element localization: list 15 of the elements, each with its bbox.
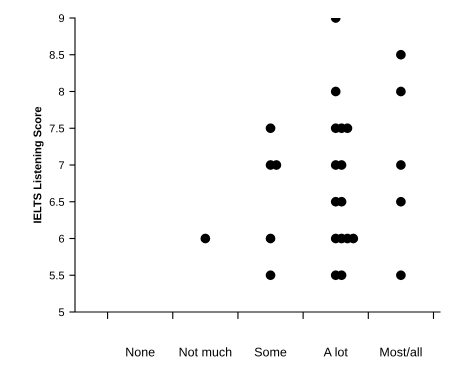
y-tick-label: 9 — [58, 14, 64, 22]
y-tick-label: 6 — [58, 234, 64, 243]
y-tick-label: 5 — [58, 308, 64, 316]
y-tick-label: 7 — [58, 161, 64, 170]
y-axis-title: IELTS Listening Score — [33, 106, 44, 223]
y-tick-label: 7.5 — [50, 124, 64, 132]
x-tick-label: A lot — [324, 347, 348, 356]
y-tick-label: 5.5 — [50, 272, 64, 280]
x-tick-label: Not much — [180, 347, 232, 356]
y-tick-label: 8.5 — [50, 51, 64, 59]
y-tick-label: 8 — [58, 88, 64, 96]
y-tick-label: 6.5 — [50, 198, 64, 206]
x-tick-label: Some — [254, 348, 286, 356]
x-tick-label: Most/all — [380, 347, 422, 356]
x-tick-label: None — [126, 348, 155, 356]
